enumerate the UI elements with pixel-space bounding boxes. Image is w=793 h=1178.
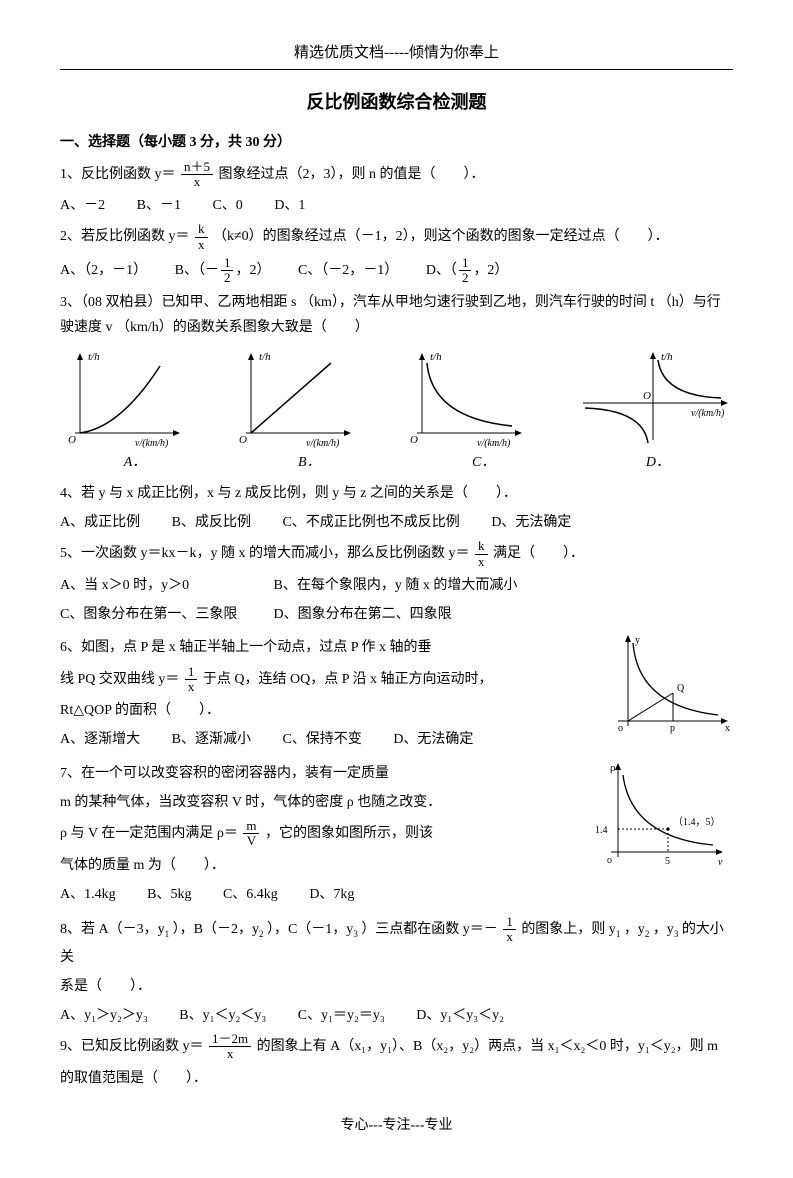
question-1: 1、反比例函数 y＝ n＋5x 图象经过点（2，3），则 n 的值是（ ）．	[60, 160, 733, 190]
q6-line2: 线 PQ 交双曲线 y＝ 1x 于点 Q，连结 OQ，点 P 沿 x 轴正方向运…	[60, 665, 733, 695]
opt-c: C、y₁＝y₂＝y₃	[298, 1008, 385, 1023]
q6-line3: Rt△QOP 的面积（ ）．	[60, 698, 733, 723]
question-3: 3、（08 双柏县）已知甲、乙两地相距 s （km），汽车从甲地匀速行驶到乙地，…	[60, 290, 733, 340]
q5-stem-a: 5、一次函数 y＝kx－k，y 随 x 的增大而减小，那么反比例函数 y＝	[60, 547, 470, 562]
q3-graphs-row: t/h O v/(km/h) t/h O v/(km/h) t/h	[60, 348, 733, 448]
svg-text:v/(km/h): v/(km/h)	[691, 408, 725, 419]
opt-a: A、逐渐增大	[60, 732, 140, 747]
opt-b: B、成反比例	[172, 515, 251, 530]
opt-c: C、0	[212, 198, 242, 213]
opt-a: A、成正比例	[60, 515, 140, 530]
label-a: A．	[60, 450, 210, 475]
q7-line4: 气体的质量 m 为（ ）．	[60, 853, 733, 878]
q1-stem-a: 1、反比例函数 y＝	[60, 167, 176, 182]
opt-b: B、－1	[137, 198, 181, 213]
opt-a: A、当 x＞0 时，y＞0	[60, 573, 270, 598]
question-4: 4、若 y 与 x 成正比例，x 与 z 成反比例，则 y 与 z 之间的关系是…	[60, 481, 733, 506]
svg-text:O: O	[410, 434, 418, 446]
svg-text:t/h: t/h	[88, 351, 100, 363]
opt-d: D、7kg	[309, 887, 354, 902]
q1-options: A、－2 B、－1 C、0 D、1	[60, 193, 733, 218]
q5-options-2: C、图象分布在第一、三象限 D、图象分布在第二、四象限	[60, 602, 733, 627]
fraction: kx	[195, 222, 208, 252]
label-d: D．	[583, 450, 733, 475]
chart-b: t/h O v/(km/h)	[231, 348, 361, 448]
opt-c: C、保持不变	[282, 732, 361, 747]
q7-line3: ρ 与 V 在一定范围内满足 ρ＝ mV ，它的图象如图所示，则该	[60, 819, 733, 849]
q2-stem-a: 2、若反比例函数 y＝	[60, 229, 190, 244]
fraction: mV	[243, 819, 259, 849]
q7-options: A、1.4kg B、5kg C、6.4kg D、7kg	[60, 882, 733, 907]
label-c: C．	[409, 450, 559, 475]
page-header: 精选优质文档-----倾情为你奉上	[60, 40, 733, 70]
q6-line1: 6、如图，点 P 是 x 轴正半轴上一个动点，过点 P 作 x 轴的垂	[60, 635, 733, 660]
opt-d: D、无法确定	[393, 732, 473, 747]
opt-d: D、y₁＜y₃＜y₂	[416, 1008, 504, 1023]
opt-c: C、6.4kg	[223, 887, 278, 902]
opt-a: A、（2，－1）	[60, 263, 147, 278]
svg-text:O: O	[643, 390, 651, 402]
question-9: 9、已知反比例函数 y＝ 1－2mx 的图象上有 A（x₁，y₁）、B（x₂，y…	[60, 1032, 733, 1062]
q8-line2: 系是（ ）．	[60, 974, 733, 999]
opt-b: B、在每个象限内，y 随 x 的增大而减小	[274, 578, 518, 593]
q8-options: A、y₁＞y₂＞y₃ B、y₁＜y₂＜y₃ C、y₁＝y₂＝y₃ D、y₁＜y₃…	[60, 1003, 733, 1028]
fraction: 1x	[503, 915, 516, 945]
svg-text:v/(km/h): v/(km/h)	[477, 438, 511, 448]
q2-stem-b: （k≠0）的图象经过点（－1，2），则这个函数的图象一定经过点（ ）．	[213, 229, 669, 244]
question-5: 5、一次函数 y＝kx－k，y 随 x 的增大而减小，那么反比例函数 y＝ kx…	[60, 539, 733, 569]
fraction: 1x	[185, 665, 198, 695]
chart-d: t/h O v/(km/h)	[573, 348, 733, 448]
graph-b: t/h O v/(km/h)	[231, 348, 361, 448]
question-8: 8、若 A（－3，y1 ），B（－2，y2 ），C（－1，y3 ）三点都在函数 …	[60, 915, 733, 970]
opt-b: B、y₁＜y₂＜y₃	[179, 1008, 266, 1023]
chart-a: t/h O v/(km/h)	[60, 348, 190, 448]
opt-a: A、1.4kg	[60, 887, 116, 902]
opt-b: B、逐渐减小	[172, 732, 251, 747]
fraction: 1－2mx	[209, 1032, 251, 1062]
opt-d: D、（12，2）	[426, 263, 509, 278]
svg-text:O: O	[239, 434, 247, 446]
q3-labels: A． B． C． D．	[60, 450, 733, 475]
svg-text:v/(km/h): v/(km/h)	[306, 438, 340, 448]
section-heading: 一、选择题（每小题 3 分，共 30 分）	[60, 130, 733, 155]
q4-options: A、成正比例 B、成反比例 C、不成正比例也不成反比例 D、无法确定	[60, 510, 733, 535]
opt-d: D、1	[274, 198, 305, 213]
opt-d: D、图象分布在第二、四象限	[274, 607, 452, 622]
opt-b: B、（－12，2）	[175, 263, 271, 278]
page-footer: 专心---专注---专业	[60, 1113, 733, 1138]
q9-line2: 的取值范围是（ ）．	[60, 1066, 733, 1091]
question-7-block: ρ v o （1.4，5） 1.4 5 7、在一个可以改变容积的密闭容器内，装有…	[60, 757, 733, 911]
svg-text:t/h: t/h	[259, 351, 271, 363]
q7-line2: m 的某种气体，当改变容积 V 时，气体的密度 ρ 也随之改变．	[60, 790, 733, 815]
chart-c: t/h O v/(km/h)	[402, 348, 532, 448]
opt-a: A、y₁＞y₂＞y₃	[60, 1008, 148, 1023]
q7-line1: 7、在一个可以改变容积的密闭容器内，装有一定质量	[60, 761, 733, 786]
question-2: 2、若反比例函数 y＝ kx （k≠0）的图象经过点（－1，2），则这个函数的图…	[60, 222, 733, 252]
fraction: n＋5x	[181, 160, 213, 190]
q5-stem-b: 满足（ ）．	[493, 547, 584, 562]
opt-c: C、图象分布在第一、三象限	[60, 602, 270, 627]
opt-d: D、无法确定	[491, 515, 571, 530]
opt-b: B、5kg	[147, 887, 191, 902]
opt-a: A、－2	[60, 198, 105, 213]
opt-c: C、（－2，－1）	[298, 263, 398, 278]
svg-text:t/h: t/h	[430, 351, 442, 363]
svg-text:t/h: t/h	[661, 351, 673, 363]
svg-text:v/(km/h): v/(km/h)	[135, 438, 169, 448]
opt-c: C、不成正比例也不成反比例	[282, 515, 459, 530]
graph-d: t/h O v/(km/h)	[573, 348, 733, 448]
graph-a: t/h O v/(km/h)	[60, 348, 190, 448]
graph-c: t/h O v/(km/h)	[402, 348, 532, 448]
page-title: 反比例函数综合检测题	[60, 86, 733, 118]
q1-stem-b: 图象经过点（2，3），则 n 的值是（ ）．	[219, 167, 485, 182]
question-6-block: y x o Q p 6、如图，点 P 是 x 轴正半轴上一个动点，过点 P 作 …	[60, 631, 733, 756]
q5-options-1: A、当 x＞0 时，y＞0 B、在每个象限内，y 随 x 的增大而减小	[60, 573, 733, 598]
q6-options: A、逐渐增大 B、逐渐减小 C、保持不变 D、无法确定	[60, 727, 733, 752]
fraction: kx	[475, 539, 488, 569]
label-b: B．	[234, 450, 384, 475]
q2-options: A、（2，－1） B、（－12，2） C、（－2，－1） D、（12，2）	[60, 256, 733, 286]
svg-text:O: O	[68, 434, 76, 446]
